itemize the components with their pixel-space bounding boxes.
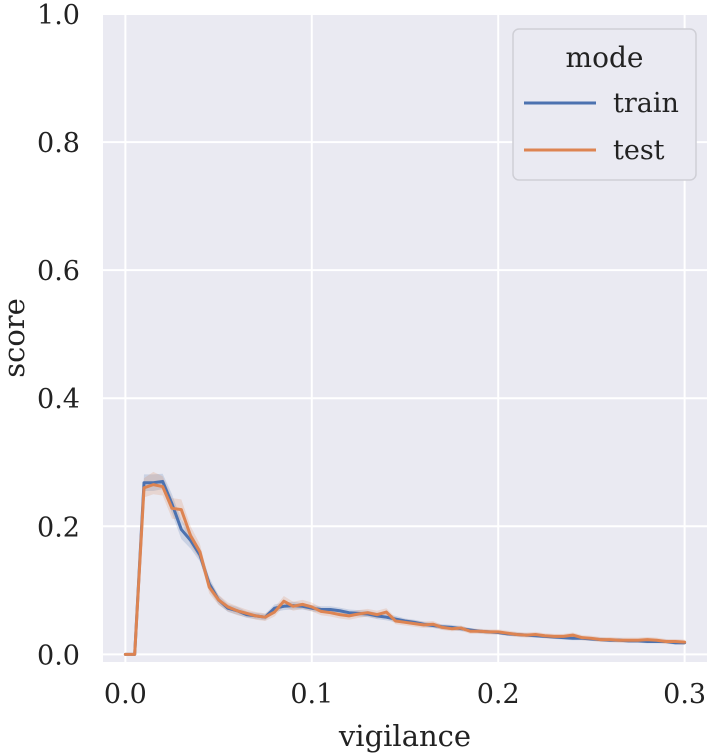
legend-label-test: test	[613, 135, 665, 166]
y-tick-label: 0.6	[37, 256, 80, 287]
legend-title: mode	[566, 41, 644, 74]
x-tick-label: 0.3	[663, 679, 706, 710]
y-tick-label: 0.0	[37, 640, 80, 671]
y-axis-label: score	[0, 298, 31, 378]
y-tick-label: 0.2	[37, 512, 80, 543]
x-tick-label: 0.0	[104, 679, 147, 710]
legend-box	[512, 28, 697, 181]
y-tick-label: 0.4	[37, 384, 80, 415]
x-axis-label: vigilance	[338, 719, 471, 753]
series-lines	[123, 479, 687, 656]
y-tick-label: 1.0	[37, 0, 80, 31]
legend-entries: train test	[524, 88, 679, 166]
y-axis-ticks: 0.0 0.2 0.4 0.6 0.8 1.0	[37, 0, 80, 671]
x-axis-ticks: 0.0 0.1 0.2 0.3	[104, 679, 706, 710]
legend-label-train: train	[613, 88, 679, 119]
y-tick-label: 0.8	[37, 128, 80, 159]
x-tick-label: 0.1	[290, 679, 333, 710]
series-line-test	[123, 483, 687, 656]
x-tick-label: 0.2	[477, 679, 520, 710]
legend: mode train test	[512, 28, 697, 181]
grid-lines	[103, 13, 707, 662]
